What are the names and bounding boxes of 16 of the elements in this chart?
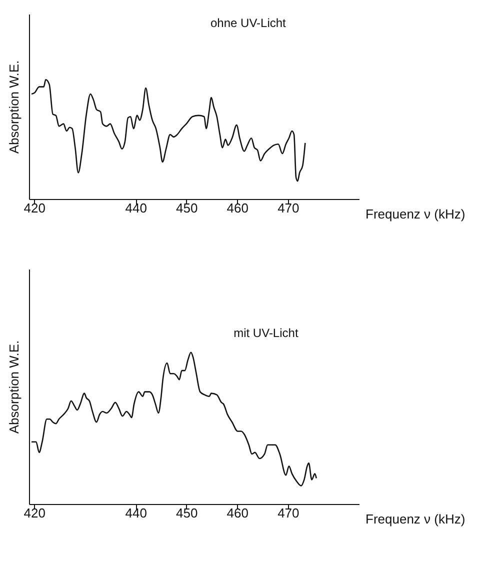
x-tick-label: 420 — [24, 506, 46, 520]
x-tick-label: 440 — [125, 506, 147, 520]
x-tick-label: 450 — [176, 200, 198, 216]
x-tick-label: 470 — [278, 200, 300, 216]
x-tick-label: 460 — [226, 200, 249, 216]
x-axis-title: Frequenz ν (kHz) — [366, 512, 466, 526]
x-tick-label: 450 — [176, 506, 198, 520]
y-axis-title: Absorption W.E. — [6, 60, 22, 154]
x-axis-title: Frequenz ν (kHz) — [366, 206, 466, 222]
text: ohne UV-Licht — [210, 16, 287, 30]
text: mit UV-Licht — [234, 326, 299, 340]
x-tick-label: 420 — [24, 200, 46, 216]
x-tick-label: 440 — [125, 200, 147, 216]
y-axis-title: Absorption W.E. — [6, 340, 22, 434]
x-tick-label: 470 — [278, 506, 300, 520]
x-tick-label: 460 — [226, 506, 249, 520]
